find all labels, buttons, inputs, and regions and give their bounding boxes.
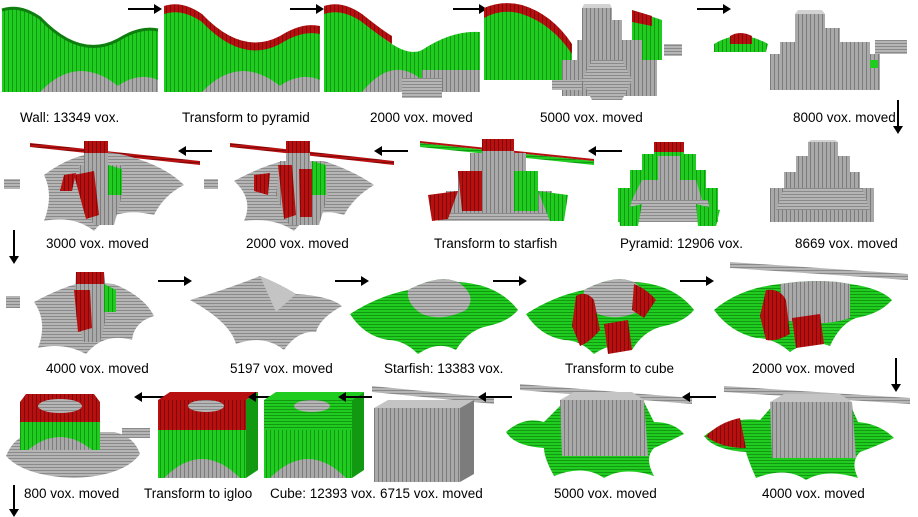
arrow-down-icon: [8, 485, 20, 517]
star-green-shape: [350, 279, 518, 354]
panel-pyramid-growing: [710, 10, 910, 106]
caption-8000-moved: 8000 vox. moved: [793, 110, 896, 125]
caption-row3-4000: 4000 vox. moved: [46, 361, 149, 376]
panel-star-red: [524, 270, 700, 362]
panel-star-4000: [4, 262, 164, 358]
cube-grey-shape: [372, 386, 494, 482]
arrow-right-icon: [453, 2, 487, 20]
pyr-grey-shape: [770, 140, 874, 222]
caption-4000-moved-row4: 4000 vox. moved: [762, 486, 865, 501]
panel-star-grey: [180, 270, 350, 358]
caption-cube: Cube: 12393 vox.: [270, 486, 376, 501]
panel-cube-grey: [370, 384, 500, 484]
panel-star-green: [348, 270, 524, 360]
caption-row2-2000: 2000 vox. moved: [246, 236, 349, 251]
caption-transform-cube: Transform to cube: [565, 361, 675, 376]
panel-pyr-star-2000: [204, 135, 404, 235]
wall-shape: [1, 6, 159, 93]
panel-pyr-green: [612, 140, 732, 235]
wall-pyramid-shape: [484, 3, 682, 100]
caption-transform-pyramid: Transform to pyramid: [182, 110, 310, 125]
cube-green-shape: [264, 392, 364, 478]
pyr-star-2000-shape: [204, 141, 394, 231]
star-grey-shape: [190, 276, 342, 350]
caption-6715-moved: 6715 vox. moved: [380, 486, 483, 501]
arrow-left-icon: [374, 144, 408, 162]
arrow-down-icon: [892, 100, 904, 139]
star-4000-shape: [6, 272, 154, 354]
arrow-left-icon: [338, 390, 372, 408]
caption-800-moved: 800 vox. moved: [24, 486, 120, 501]
arrow-right-icon: [158, 274, 192, 292]
caption-8669-moved: 8669 vox. moved: [795, 236, 898, 251]
panel-wall-red: [162, 0, 322, 100]
panel-pyr-red: [418, 135, 598, 235]
panel-igloo-800: [4, 392, 154, 484]
caption-5000-moved: 5000 vox. moved: [540, 110, 643, 125]
arrow-left-icon: [682, 390, 716, 408]
panel-star-cube-2000: [700, 258, 910, 360]
star-red-shape: [526, 279, 694, 354]
pyramid-growing-shape: [714, 10, 907, 90]
arrow-left-icon: [588, 144, 622, 162]
cube-red-shape: [158, 392, 258, 478]
panel-wall: [0, 0, 160, 100]
arrow-right-icon: [290, 2, 324, 20]
caption-5000-moved-row4: 5000 vox. moved: [554, 486, 657, 501]
caption-starfish: Starfish: 13383 vox.: [384, 361, 504, 376]
arrow-right-icon: [128, 2, 162, 20]
caption-wall: Wall: 13349 vox.: [20, 110, 120, 125]
caption-transform-starfish: Transform to starfish: [434, 236, 558, 251]
panel-cube-green: [262, 388, 366, 482]
star-cube-2000-shape: [714, 262, 908, 352]
caption-pyramid: Pyramid: 12906 vox.: [620, 236, 744, 251]
pyr-green-shape: [618, 142, 720, 226]
wall-partial-shape: [324, 4, 480, 98]
arrow-left-icon: [178, 144, 212, 162]
caption-row3-2000: 2000 vox. moved: [752, 361, 855, 376]
igloo-800-shape: [6, 394, 150, 478]
panel-wall-partial: [322, 0, 482, 104]
panel-pyr-grey: [762, 140, 892, 235]
arrow-down-icon: [890, 358, 902, 397]
pyr-star-3000-shape: [4, 141, 200, 231]
pyr-red-shape: [420, 139, 594, 221]
star-cube-4000-shape: [704, 386, 910, 480]
caption-2000-moved: 2000 vox. moved: [370, 110, 473, 125]
panel-wall-pyramid: [482, 0, 682, 108]
panel-pyr-star-3000: [4, 135, 204, 235]
star-cube-5000-shape: [506, 384, 692, 478]
panel-star-cube-4000: [700, 382, 912, 484]
arrow-right-icon: [697, 2, 731, 20]
panel-cube-red: [156, 388, 260, 482]
arrow-right-icon: [680, 274, 714, 292]
arrow-right-icon: [493, 274, 527, 292]
arrow-right-icon: [335, 274, 369, 292]
wall-red-shape: [164, 4, 320, 93]
caption-row2-3000: 3000 vox. moved: [46, 236, 149, 251]
arrow-down-icon: [8, 230, 20, 269]
panel-star-cube-5000: [504, 382, 694, 484]
caption-transform-igloo: Transform to igloo: [144, 486, 253, 501]
arrow-left-icon: [478, 390, 512, 408]
caption-5197-moved: 5197 vox. moved: [230, 361, 333, 376]
